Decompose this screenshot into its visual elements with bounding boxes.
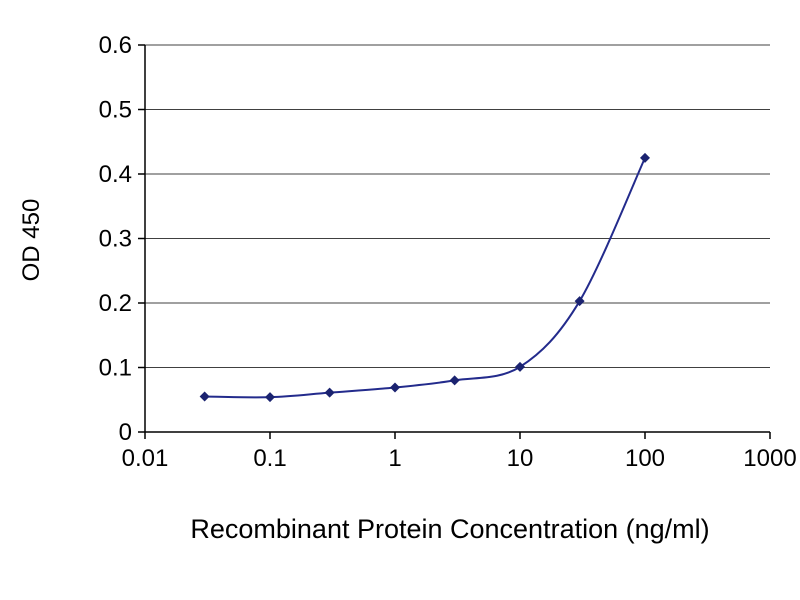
y-tick-label: 0.5 bbox=[99, 97, 132, 124]
x-tick-label: 0.01 bbox=[122, 445, 169, 472]
data-point-marker bbox=[574, 296, 585, 307]
y-axis-title: OD 450 bbox=[18, 198, 45, 282]
x-axis-title: Recombinant Protein Concentration (ng/ml… bbox=[190, 514, 710, 544]
series-line bbox=[204, 157, 646, 399]
data-point-marker bbox=[265, 392, 275, 403]
data-point-marker bbox=[640, 152, 650, 163]
y-tick-label: 0 bbox=[119, 419, 132, 446]
data-point-marker bbox=[515, 361, 525, 372]
data-point-marker bbox=[324, 387, 335, 398]
data-point-marker bbox=[199, 391, 210, 402]
y-tick-label: 0.6 bbox=[99, 32, 132, 59]
x-tick-label: 10 bbox=[507, 445, 534, 472]
y-tick-label: 0.4 bbox=[99, 161, 132, 188]
x-tick-label: 100 bbox=[625, 445, 665, 472]
x-tick-label: 1 bbox=[388, 445, 401, 472]
data-point-marker bbox=[449, 375, 460, 386]
y-tick-label: 0.2 bbox=[99, 290, 132, 317]
x-tick-label: 0.1 bbox=[253, 445, 286, 472]
x-tick-label: 1000 bbox=[743, 445, 796, 472]
data-point-marker bbox=[390, 382, 400, 393]
y-tick-label: 0.3 bbox=[99, 226, 132, 253]
y-tick-label: 0.1 bbox=[99, 355, 132, 382]
